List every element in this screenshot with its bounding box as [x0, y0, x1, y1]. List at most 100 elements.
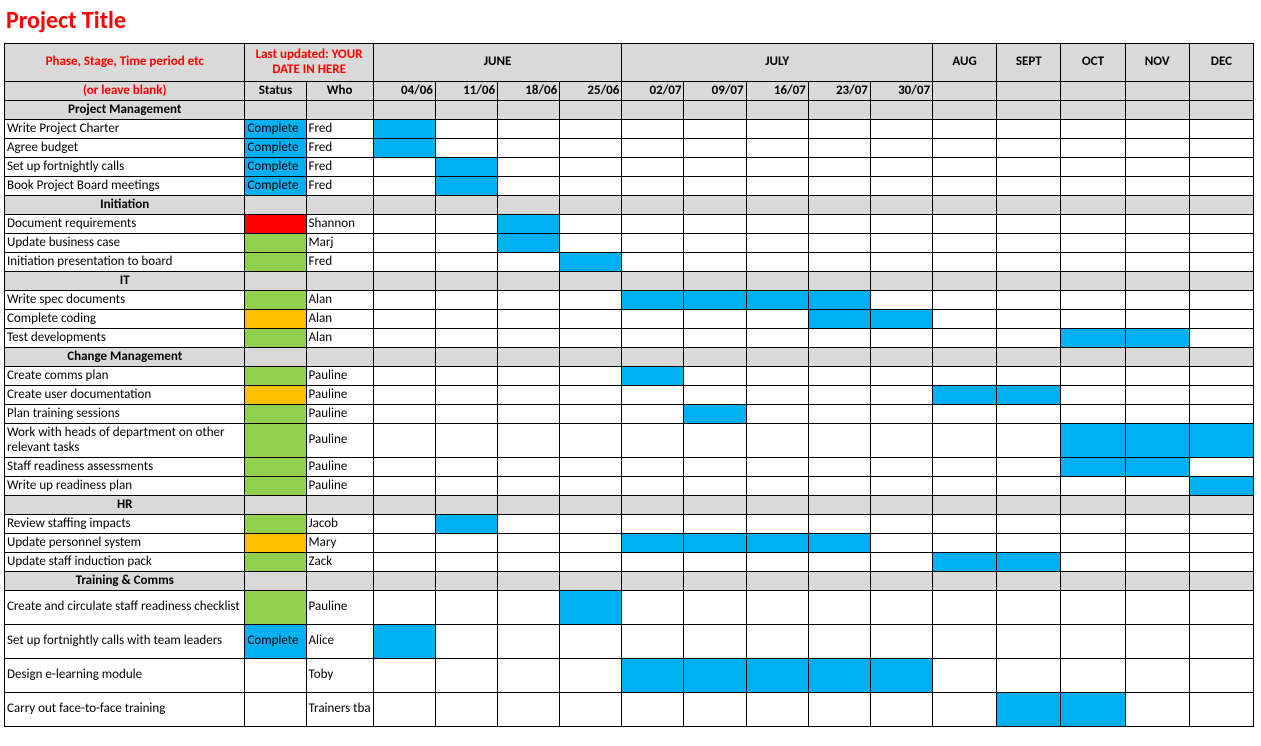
section-cell [622, 348, 684, 367]
section-cell [560, 101, 622, 120]
timeline-cell [746, 515, 808, 534]
date-nov [1125, 82, 1189, 101]
timeline-cell [1189, 458, 1253, 477]
timeline-cell [746, 424, 808, 458]
task-label: Set up fortnightly calls with team leade… [5, 625, 245, 659]
timeline-cell [746, 310, 808, 329]
timeline-cell [1189, 177, 1253, 196]
timeline-cell [746, 405, 808, 424]
section-cell [498, 572, 560, 591]
timeline-cell [1189, 515, 1253, 534]
timeline-cell [622, 139, 684, 158]
timeline-cell [1061, 591, 1125, 625]
timeline-cell [435, 534, 497, 553]
gantt-body: Project ManagementWrite Project CharterC… [5, 101, 1254, 727]
timeline-cell [997, 386, 1061, 405]
task-who: Shannon [306, 215, 373, 234]
timeline-cell [498, 177, 560, 196]
section-cell [498, 496, 560, 515]
timeline-cell [1061, 234, 1125, 253]
section-cell [306, 496, 373, 515]
section-cell [373, 272, 435, 291]
timeline-cell [1061, 120, 1125, 139]
section-header-row: Change Management [5, 348, 1254, 367]
task-row: Update personnel systemMary [5, 534, 1254, 553]
month-aug: AUG [933, 44, 997, 82]
timeline-cell [373, 120, 435, 139]
section-cell [306, 572, 373, 591]
date-8: 30/07 [870, 82, 932, 101]
timeline-cell [997, 291, 1061, 310]
section-cell [997, 196, 1061, 215]
timeline-cell [373, 693, 435, 727]
timeline-cell [1189, 477, 1253, 496]
task-row: Create comms planPauline [5, 367, 1254, 386]
timeline-cell [1189, 386, 1253, 405]
section-header-row: Training & Comms [5, 572, 1254, 591]
timeline-cell [684, 405, 746, 424]
task-label: Write up readiness plan [5, 477, 245, 496]
task-who: Fred [306, 253, 373, 272]
task-status [245, 553, 306, 572]
task-row: Write spec documentsAlan [5, 291, 1254, 310]
timeline-cell [997, 477, 1061, 496]
section-cell [808, 572, 870, 591]
timeline-cell [373, 659, 435, 693]
timeline-cell [933, 310, 997, 329]
section-cell [622, 196, 684, 215]
timeline-cell [435, 139, 497, 158]
timeline-cell [1061, 329, 1125, 348]
date-oct [1061, 82, 1125, 101]
timeline-cell [435, 477, 497, 496]
section-cell [498, 272, 560, 291]
timeline-cell [560, 291, 622, 310]
timeline-cell [933, 553, 997, 572]
timeline-cell [684, 515, 746, 534]
timeline-cell [435, 215, 497, 234]
timeline-cell [746, 291, 808, 310]
section-cell [997, 101, 1061, 120]
section-cell [622, 572, 684, 591]
task-row: Create and circulate staff readiness che… [5, 591, 1254, 625]
timeline-cell [684, 310, 746, 329]
timeline-cell [622, 253, 684, 272]
timeline-cell [622, 405, 684, 424]
who-header: Who [306, 82, 373, 101]
section-name: Initiation [5, 196, 245, 215]
timeline-cell [560, 120, 622, 139]
task-who: Mary [306, 534, 373, 553]
timeline-cell [435, 553, 497, 572]
or-blank-header: (or leave blank) [5, 82, 245, 101]
task-label: Staff readiness assessments [5, 458, 245, 477]
timeline-cell [808, 291, 870, 310]
timeline-cell [498, 139, 560, 158]
timeline-cell [1125, 177, 1189, 196]
project-gantt-table: Phase, Stage, Time period etc Last updat… [4, 43, 1254, 727]
task-label: Update staff induction pack [5, 553, 245, 572]
timeline-cell [1189, 625, 1253, 659]
task-label: Create comms plan [5, 367, 245, 386]
task-row: Initiation presentation to boardFred [5, 253, 1254, 272]
section-cell [435, 496, 497, 515]
timeline-cell [560, 139, 622, 158]
timeline-cell [1061, 659, 1125, 693]
timeline-cell [1061, 310, 1125, 329]
timeline-cell [808, 553, 870, 572]
section-cell [746, 572, 808, 591]
timeline-cell [1061, 477, 1125, 496]
timeline-cell [622, 477, 684, 496]
section-cell [870, 272, 932, 291]
timeline-cell [808, 234, 870, 253]
timeline-cell [373, 386, 435, 405]
task-who: Trainers tba [306, 693, 373, 727]
task-row: Document requirementsShannon [5, 215, 1254, 234]
task-status: Complete [245, 139, 306, 158]
timeline-cell [933, 291, 997, 310]
section-cell [306, 348, 373, 367]
section-cell [435, 348, 497, 367]
timeline-cell [933, 625, 997, 659]
timeline-cell [498, 158, 560, 177]
timeline-cell [933, 120, 997, 139]
task-row: Set up fortnightly callsCompleteFred [5, 158, 1254, 177]
section-cell [870, 196, 932, 215]
